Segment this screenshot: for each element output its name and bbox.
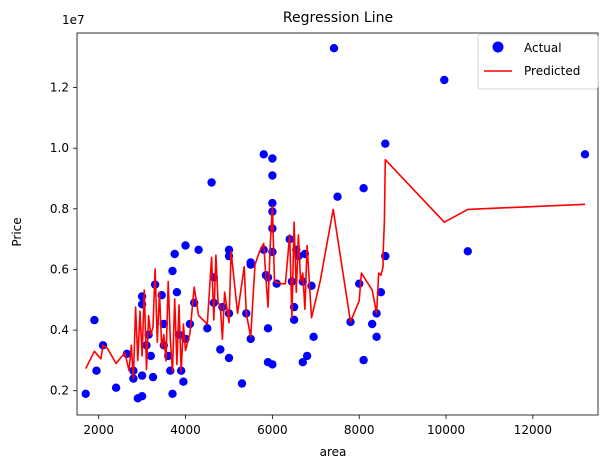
actual-point-10 — [137, 371, 147, 380]
actual-point-39 — [216, 345, 225, 354]
actual-point-49 — [246, 258, 255, 267]
y-tick-label-4: 1.0 — [50, 141, 69, 155]
actual-point-45 — [237, 379, 247, 388]
actual-point-74 — [307, 281, 316, 290]
y-tick-label-1: 0.4 — [50, 323, 69, 337]
actual-point-70 — [298, 358, 307, 367]
actual-point-29 — [179, 377, 188, 386]
actual-point-76 — [329, 44, 339, 53]
x-axis-ticks: 2000 4000 6000 8000 10000 12000 — [83, 415, 552, 437]
y-tick-label-3: 0.8 — [50, 202, 69, 216]
y-axis-offset-label: 1e7 — [62, 13, 85, 27]
legend-marker-actual — [492, 41, 504, 53]
actual-point-86 — [381, 139, 390, 148]
predicted-line — [84, 158, 586, 380]
actual-point-2 — [92, 366, 101, 375]
y-tick-label-5: 1.2 — [50, 81, 69, 95]
actual-point-30 — [181, 241, 190, 250]
actual-point-16 — [148, 372, 158, 382]
actual-point-75 — [309, 332, 318, 341]
actual-point-35 — [203, 324, 212, 333]
legend-box — [477, 33, 599, 90]
actual-point-73 — [302, 351, 312, 361]
actual-point-34 — [194, 245, 203, 254]
actual-point-32 — [185, 319, 195, 329]
actual-point-24 — [168, 266, 177, 276]
actual-point-57 — [268, 171, 277, 180]
actual-point-23 — [168, 389, 177, 398]
y-axis-ticks: 0.2 0.4 0.6 0.8 1.0 1.2 — [50, 81, 77, 398]
actual-point-80 — [359, 184, 368, 193]
actual-point-25 — [170, 249, 179, 259]
plot-frame — [76, 32, 599, 416]
actual-point-88 — [440, 75, 449, 85]
actual-point-19 — [159, 319, 168, 329]
x-tick-label-4: 10000 — [427, 423, 465, 437]
actual-point-26 — [172, 288, 182, 297]
legend: Actual Predicted — [477, 33, 599, 90]
x-tick-label-2: 6000 — [257, 423, 288, 437]
actual-point-77 — [333, 192, 342, 201]
legend-label-predicted: Predicted — [524, 64, 580, 78]
plot-marks — [81, 44, 590, 403]
actual-point-4 — [111, 383, 121, 392]
x-tick-label-1: 4000 — [170, 423, 201, 437]
actual-point-84 — [372, 332, 381, 341]
actual-point-81 — [359, 355, 368, 365]
x-axis-label: area — [320, 445, 347, 459]
actual-point-65 — [287, 277, 297, 286]
actual-point-47 — [246, 334, 255, 344]
actual-point-36 — [207, 178, 216, 187]
actual-point-82 — [368, 319, 377, 329]
x-tick-label-5: 12000 — [514, 423, 552, 437]
actual-point-15 — [146, 351, 155, 361]
actual-point-54 — [263, 324, 273, 333]
actual-point-56 — [268, 154, 277, 163]
actual-point-90 — [580, 150, 590, 159]
chart-title: Regression Line — [283, 10, 393, 26]
x-tick-label-3: 8000 — [344, 423, 375, 437]
actual-point-41 — [224, 353, 234, 363]
actual-point-58 — [268, 198, 277, 208]
actual-point-62 — [268, 360, 277, 369]
y-tick-label-0: 0.2 — [50, 384, 69, 398]
actual-point-85 — [376, 288, 386, 297]
actual-point-89 — [463, 247, 472, 256]
y-axis-label: Price — [10, 217, 24, 246]
y-tick-label-2: 0.6 — [50, 262, 69, 276]
actual-point-9 — [137, 392, 147, 401]
actual-point-0 — [81, 389, 90, 398]
x-tick-label-0: 2000 — [83, 423, 114, 437]
actual-point-79 — [355, 279, 364, 288]
actual-point-1 — [90, 315, 99, 325]
legend-label-actual: Actual — [524, 41, 562, 55]
actual-point-50 — [259, 150, 268, 159]
actual-point-27 — [174, 330, 184, 339]
